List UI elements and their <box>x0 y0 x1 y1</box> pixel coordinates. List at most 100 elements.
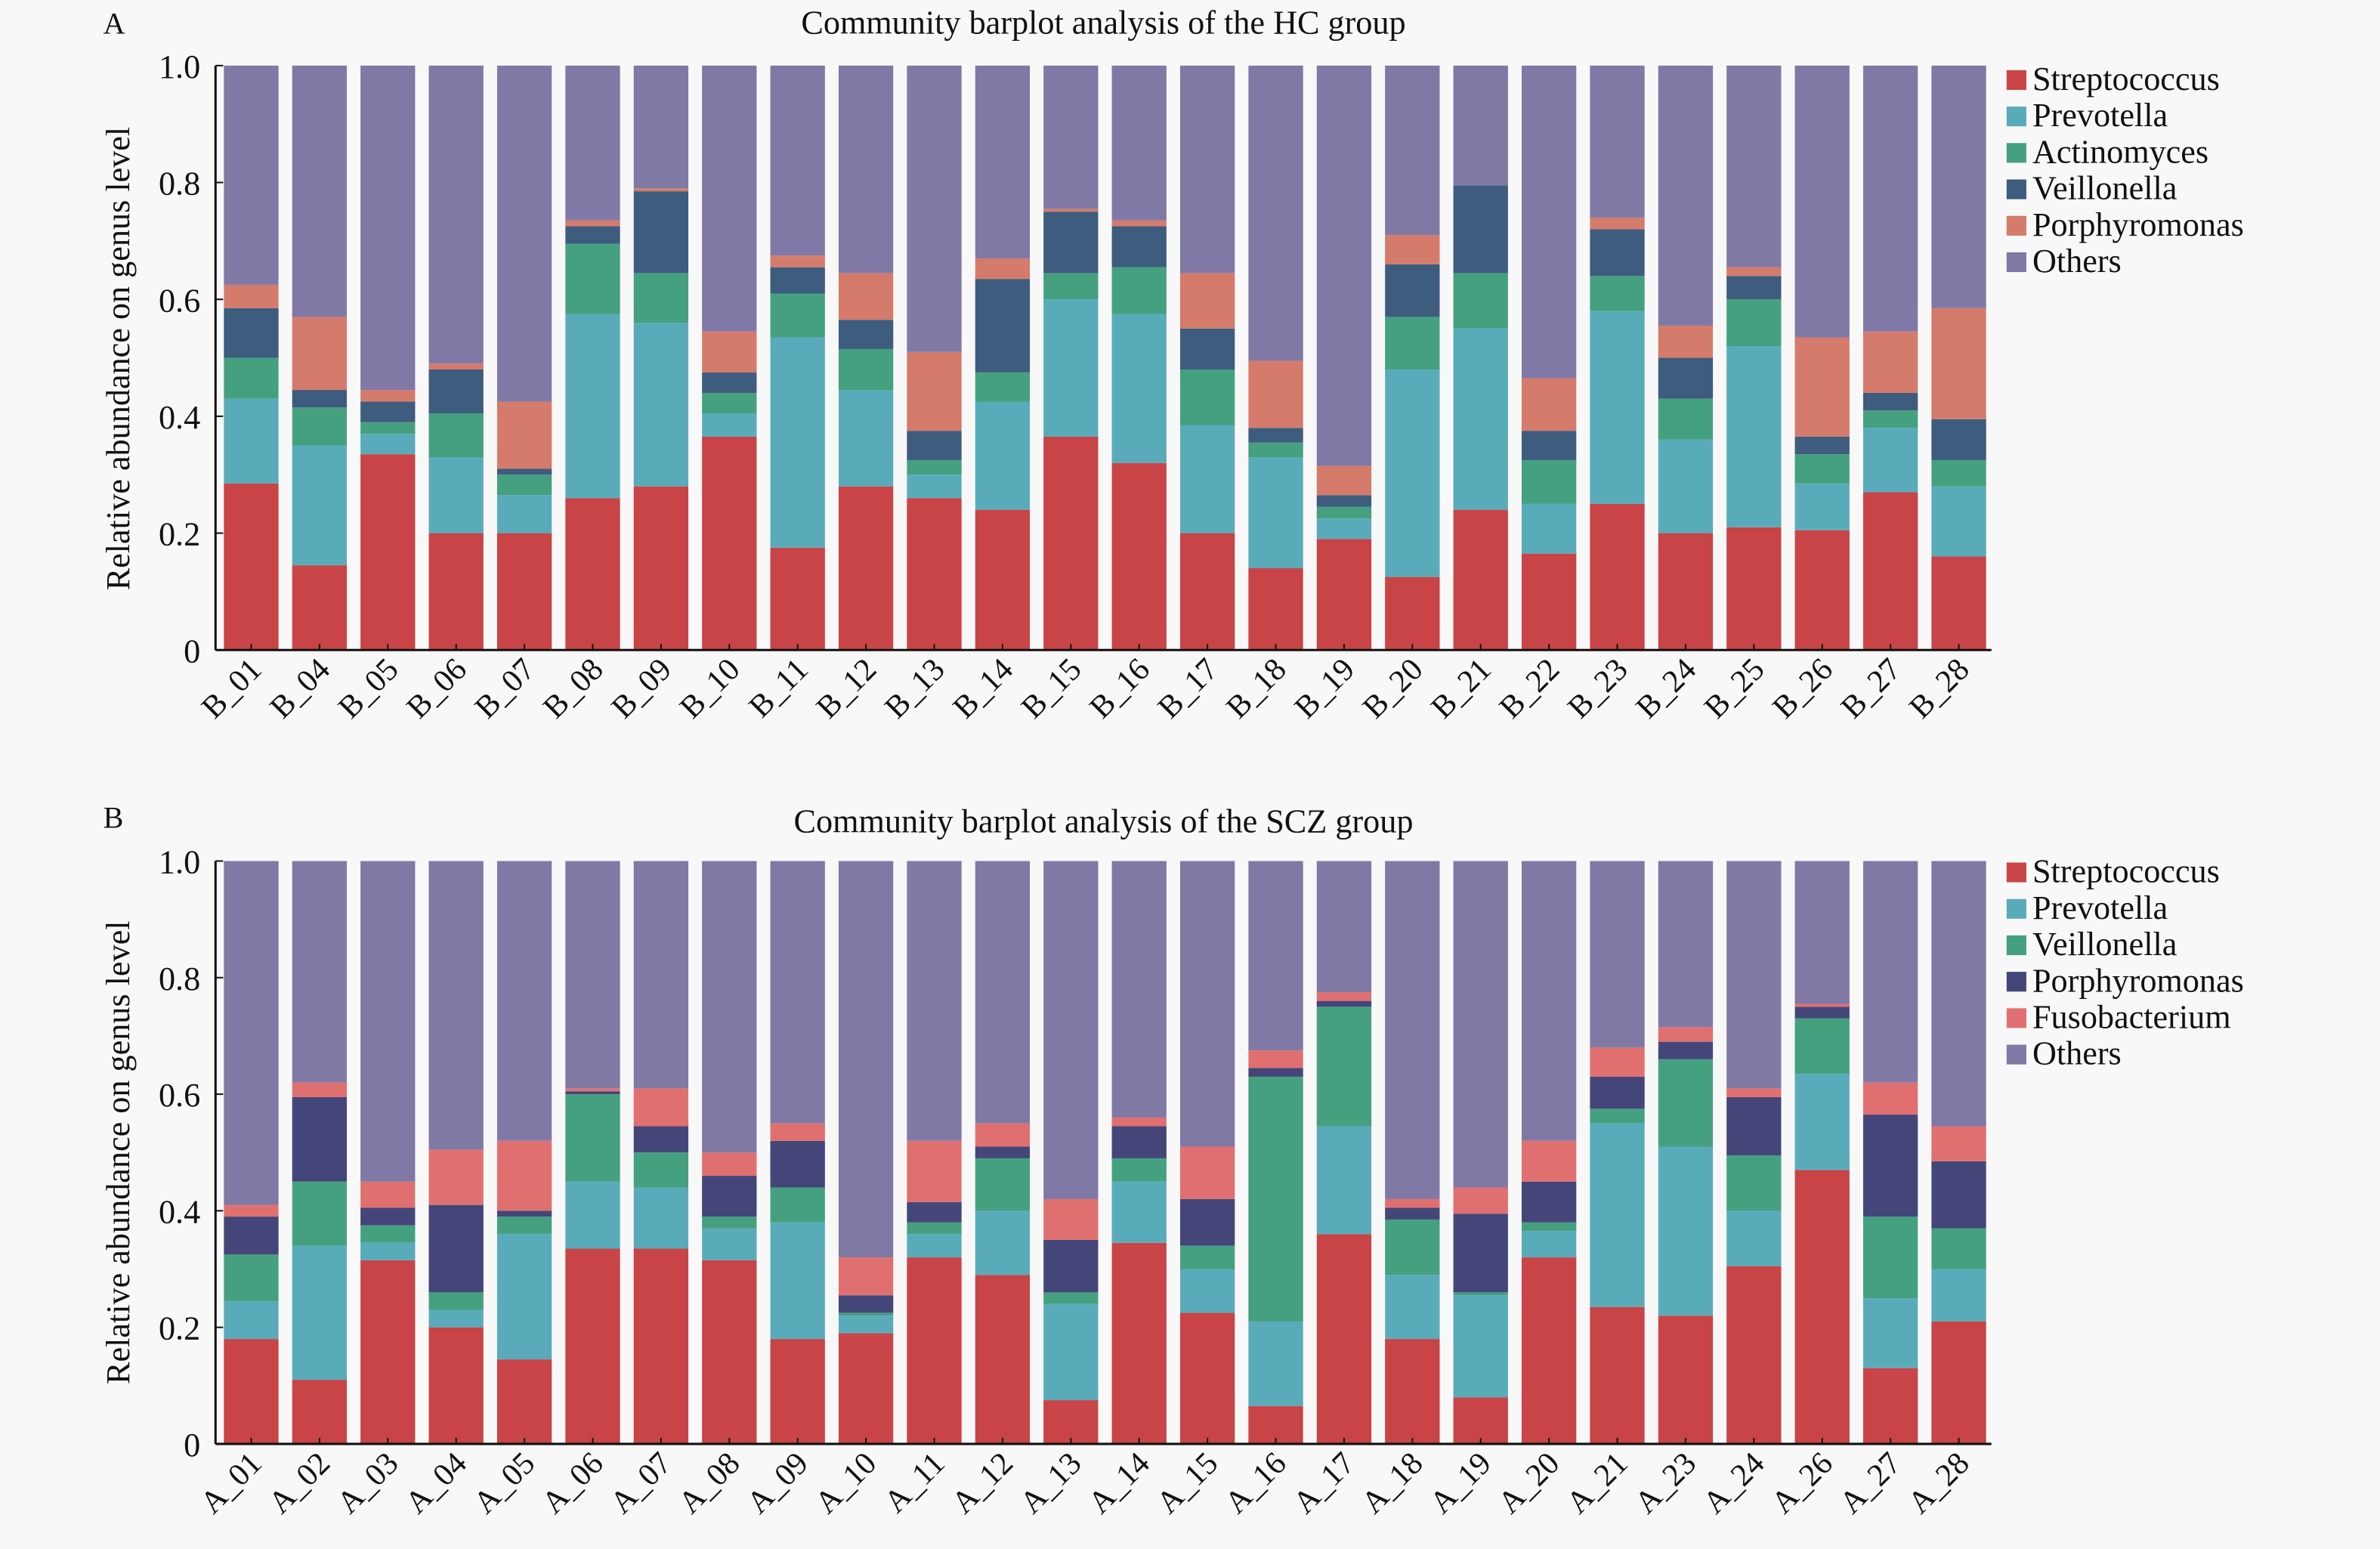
bar-segment-fusobacterium <box>1179 1146 1235 1199</box>
bar-segment-others <box>1385 861 1440 1199</box>
bar-segment-porphyromonas <box>428 363 484 370</box>
legend-swatch <box>2006 107 2026 127</box>
bar-segment-others <box>1794 65 1850 338</box>
bar-segment-porphyromonas <box>770 255 825 267</box>
x-tick-label: B_19 <box>1287 651 1362 725</box>
bar-segment-others <box>1043 861 1099 1199</box>
bar-segment-streptococcus <box>224 1339 279 1444</box>
bar-segment-veillonella <box>1590 1108 1645 1124</box>
bar-segment-actinomyces <box>1862 410 1918 428</box>
x-tick-label: A_28 <box>1901 1445 1977 1521</box>
bar-segment-veillonella <box>1385 264 1440 317</box>
x-tick-label: A_21 <box>1559 1445 1635 1521</box>
bar-segment-prevotella <box>428 1309 484 1328</box>
x-tick-label: B_11 <box>742 651 815 725</box>
bar-segment-others <box>1726 65 1782 267</box>
bar-stack-B_24 <box>1658 65 1714 651</box>
bar-stack-B_18 <box>1248 65 1303 651</box>
bar-segment-porphyromonas <box>975 258 1031 280</box>
bar-stack-B_21 <box>1453 65 1508 651</box>
legend-item-porphyromonas: Porphyromonas <box>2006 962 2244 999</box>
bar-segment-fusobacterium <box>1043 1198 1099 1240</box>
bar-segment-veillonella <box>907 431 962 460</box>
bar-segment-porphyromonas <box>1179 273 1235 329</box>
x-tick-label: B_08 <box>536 651 610 725</box>
bar-segment-others <box>292 861 348 1083</box>
bar-segment-streptococcus <box>1179 533 1235 651</box>
x-tick-label: B_17 <box>1151 651 1225 725</box>
bar-segment-others <box>292 65 348 317</box>
bar-segment-fusobacterium <box>1590 1047 1645 1077</box>
bar-segment-streptococcus <box>428 1327 484 1444</box>
bar-segment-prevotella <box>1111 1181 1167 1243</box>
bar-segment-streptococcus <box>1316 1234 1372 1444</box>
legend-label: Veillonella <box>2032 926 2178 963</box>
bar-segment-porphyromonas <box>1111 1126 1167 1158</box>
bar-stack-A_17 <box>1316 861 1372 1444</box>
bar-segment-others <box>1248 861 1303 1051</box>
bar-segment-streptococcus <box>770 1339 825 1444</box>
bar-segment-prevotella <box>224 1300 279 1340</box>
x-tick-label: A_27 <box>1833 1445 1909 1521</box>
bar-segment-porphyromonas <box>907 1201 962 1223</box>
bar-segment-veillonella <box>1453 1292 1508 1296</box>
legend-item-prevotella: Prevotella <box>2006 889 2168 926</box>
bar-segment-prevotella <box>1111 314 1167 463</box>
bar-segment-streptococcus <box>360 454 416 651</box>
bar-segment-prevotella <box>224 398 279 484</box>
bar-segment-veillonella <box>1931 1228 1986 1269</box>
bar-segment-fusobacterium <box>1794 1003 1850 1007</box>
bar-segment-porphyromonas <box>360 390 416 402</box>
bar-segment-porphyromonas <box>1043 1239 1099 1293</box>
bar-segment-streptococcus <box>1726 527 1782 651</box>
panel-label: B <box>104 800 124 834</box>
x-tick-label: A_26 <box>1764 1445 1840 1521</box>
bar-segment-veillonella <box>1043 212 1099 274</box>
bar-segment-veillonella <box>1794 1018 1850 1074</box>
bar-segment-others <box>907 861 962 1141</box>
bar-segment-streptococcus <box>496 533 552 651</box>
bar-segment-fusobacterium <box>975 1123 1031 1147</box>
bar-segment-prevotella <box>907 475 962 499</box>
bar-segment-prevotella <box>1658 1146 1714 1316</box>
bar-segment-others <box>1862 861 1918 1083</box>
bar-stack-B_13 <box>907 65 962 651</box>
bar-segment-actinomyces <box>565 243 620 314</box>
bar-segment-prevotella <box>1248 1321 1303 1406</box>
bar-segment-streptococcus <box>702 436 757 651</box>
bar-segment-streptococcus <box>975 1275 1031 1444</box>
x-tick-label: B_09 <box>604 651 678 725</box>
bar-segment-prevotella <box>1179 1269 1235 1313</box>
bar-segment-actinomyces <box>1248 442 1303 458</box>
bar-segment-veillonella <box>565 226 620 244</box>
bar-stack-A_11 <box>907 861 962 1444</box>
bar-segment-prevotella <box>1453 328 1508 510</box>
bar-stack-B_06 <box>428 65 484 651</box>
bar-segment-streptococcus <box>1862 492 1918 651</box>
bar-segment-porphyromonas <box>907 351 962 431</box>
bar-stack-A_14 <box>1111 861 1167 1444</box>
panel-b: B Community barplot analysis of the SCZ … <box>100 800 2244 1520</box>
bar-segment-veillonella <box>292 1181 348 1246</box>
bar-segment-veillonella <box>1111 226 1167 267</box>
bar-segment-veillonella <box>360 1225 416 1243</box>
bar-segment-streptococcus <box>1179 1312 1235 1444</box>
bar-segment-others <box>496 861 552 1141</box>
bar-segment-prevotella <box>1043 1303 1099 1401</box>
bar-segment-prevotella <box>1931 486 1986 557</box>
bar-segment-veillonella <box>1111 1158 1167 1182</box>
bar-segment-others <box>1862 65 1918 332</box>
bar-stack-A_01 <box>224 861 279 1444</box>
y-tick-label: 0.4 <box>159 399 200 436</box>
bar-segment-prevotella <box>1043 299 1099 437</box>
legend-label: Streptococcus <box>2032 60 2220 97</box>
bar-segment-veillonella <box>702 372 757 393</box>
bar-segment-others <box>428 65 484 364</box>
bar-segment-others <box>1590 861 1645 1048</box>
legend-item-prevotella: Prevotella <box>2006 97 2168 134</box>
bar-segment-porphyromonas <box>1658 326 1714 358</box>
bar-segment-veillonella <box>770 1187 825 1223</box>
bar-segment-actinomyces <box>1179 369 1235 425</box>
bar-segment-actinomyces <box>633 273 689 323</box>
bar-segment-actinomyces <box>1111 267 1167 314</box>
